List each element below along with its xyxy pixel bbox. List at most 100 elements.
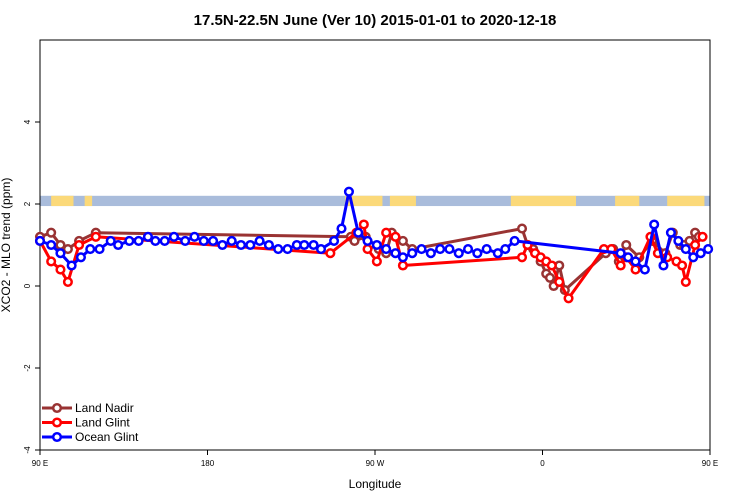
ocean-glint-point	[425, 248, 436, 259]
land-mask-band	[40, 195, 710, 207]
land-nadir-point	[397, 235, 408, 246]
ocean-glint-point	[463, 244, 474, 255]
land-glint-point	[690, 239, 701, 251]
ocean-glint-point	[226, 235, 237, 246]
ocean-glint-point	[217, 239, 228, 251]
ocean-glint-point	[254, 235, 265, 246]
ocean-glint-point	[133, 235, 144, 246]
y-axis-label: XCO2 - MLO trend (ppm)	[0, 178, 13, 313]
ocean-glint-point	[444, 244, 455, 255]
ocean-glint-point	[273, 244, 284, 255]
land-glint-point	[46, 256, 57, 267]
land-glint-point	[74, 239, 85, 251]
land-glint-point	[697, 231, 708, 242]
ocean-glint-point	[329, 235, 340, 246]
land-glint-line	[38, 223, 704, 300]
ocean-glint-point	[615, 248, 626, 259]
land-glint-point	[516, 252, 528, 263]
ocean-glint-point	[680, 244, 691, 255]
ocean-glint-point	[245, 239, 256, 251]
land-glint-point	[62, 276, 73, 287]
land-glint-point	[563, 293, 574, 304]
ocean-glint-point	[94, 244, 105, 255]
land-glint-point	[90, 231, 101, 242]
ocean-glint-point	[416, 244, 427, 255]
land-glint-point	[381, 227, 392, 238]
legend-marker	[51, 402, 63, 414]
ocean-glint-point	[124, 235, 135, 246]
land-glint-point	[358, 219, 369, 230]
ocean-glint-point	[159, 235, 170, 246]
land-segment	[667, 195, 705, 207]
land-nadir-point	[544, 272, 555, 283]
ocean-glint-point	[658, 260, 669, 271]
x-tick-label: 90 E	[702, 459, 718, 468]
y-tick-label: 0	[23, 283, 32, 288]
ocean-glint-point	[500, 244, 511, 255]
land-nadir-point	[62, 244, 73, 255]
ocean-glint-point	[142, 231, 153, 242]
ocean-glint-point	[180, 235, 191, 246]
legend-label: Land Nadir	[75, 401, 134, 415]
land-glint-point	[630, 264, 641, 275]
legend-label: Ocean Glint	[75, 430, 139, 444]
land-glint-point	[615, 260, 626, 271]
ocean-glint-point	[688, 252, 699, 263]
ocean-glint-point	[263, 239, 274, 251]
ocean-glint-point	[509, 235, 520, 246]
ocean-glint-point	[113, 239, 124, 251]
ocean-glint-point	[85, 244, 96, 255]
ocean-glint-point	[381, 244, 392, 255]
ocean-glint-point	[623, 252, 634, 263]
ocean-glint-point	[336, 223, 347, 234]
land-nadir-point	[46, 227, 57, 238]
ocean-glint-point	[343, 186, 354, 197]
land-glint-point	[390, 231, 401, 242]
ocean-glint-point	[673, 235, 684, 246]
x-axis: 90 E 180 90 W 0 90 E	[32, 450, 718, 468]
ocean-glint-point	[282, 244, 293, 255]
ocean-glint-point	[299, 239, 310, 251]
ocean-glint-point	[75, 252, 86, 263]
ocean-glint-point	[481, 244, 492, 255]
ocean-glint-point	[649, 219, 660, 230]
ocean-glint-point	[105, 235, 116, 246]
land-segment	[84, 195, 93, 207]
ocean-glint-point	[492, 248, 503, 259]
ocean-glint-point	[55, 248, 66, 259]
ocean-glint-point	[235, 239, 247, 251]
ocean-glint-point	[371, 239, 382, 251]
ocean-glint-point	[34, 235, 46, 246]
land-glint-point	[55, 264, 66, 275]
land-glint-point	[546, 260, 557, 271]
y-tick-label: -4	[23, 446, 32, 454]
x-tick-label: 90 E	[32, 459, 48, 468]
land-segment	[389, 195, 416, 207]
land-segment	[510, 195, 576, 207]
ocean-glint-point	[208, 235, 219, 246]
y-tick-label: 2	[23, 201, 32, 206]
x-tick-label: 90 W	[366, 459, 385, 468]
ocean-glint-point	[435, 244, 446, 255]
land-nadir-point	[621, 239, 632, 251]
ocean-glint-point	[66, 260, 77, 271]
chart-title: 17.5N-22.5N June (Ver 10) 2015-01-01 to …	[194, 12, 557, 29]
legend-item-land-nadir: Land Nadir	[42, 401, 134, 415]
land-segment	[51, 195, 74, 207]
ocean-glint-point	[407, 248, 418, 259]
ocean-glint-point	[390, 248, 401, 259]
series-ocean-glint	[34, 186, 714, 275]
land-nadir-point	[516, 223, 528, 234]
land-glint-point	[325, 248, 336, 259]
land-glint-point	[680, 276, 691, 287]
x-tick-label: 0	[540, 459, 545, 468]
land-segment	[345, 195, 383, 207]
y-tick-label: -2	[23, 364, 32, 372]
legend-item-land-glint: Land Glint	[42, 416, 130, 430]
land-glint-point	[371, 256, 382, 267]
ocean-glint-point	[353, 227, 364, 238]
legend-marker	[51, 431, 63, 443]
ocean-glint-point	[639, 264, 650, 275]
